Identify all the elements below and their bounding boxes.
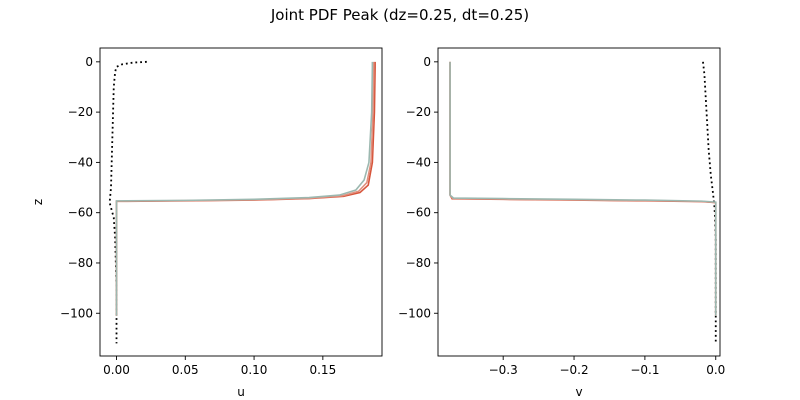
x-tick-label: 0.00 bbox=[103, 363, 130, 377]
x-tick-label: 0.0 bbox=[706, 363, 725, 377]
x-tick-label: −0.2 bbox=[559, 363, 588, 377]
series-line-0-2 bbox=[115, 61, 375, 316]
y-tick-label: 0 bbox=[85, 55, 93, 69]
series-line-1-0 bbox=[702, 61, 717, 344]
y-tick-label: −60 bbox=[68, 206, 93, 220]
y-tick-label: −20 bbox=[68, 105, 93, 119]
y-axis-label: z bbox=[31, 199, 45, 205]
series-line-0-3 bbox=[115, 61, 374, 316]
x-axis-label: u bbox=[237, 385, 245, 399]
y-tick-label: −100 bbox=[398, 306, 431, 320]
y-tick-label: 0 bbox=[423, 55, 431, 69]
x-tick-label: 0.15 bbox=[309, 363, 336, 377]
axes-frame bbox=[437, 47, 721, 357]
x-axis-label: v bbox=[575, 385, 582, 399]
x-tick-label: 0.05 bbox=[172, 363, 199, 377]
x-tick-label: 0.10 bbox=[241, 363, 268, 377]
left-panel-u: 0.00 0.05 0.10 0.15 0 −20 −40 −60 −80 −100 u z bbox=[31, 47, 383, 399]
right-panel-v: −0.3 −0.2 −0.1 0.0 0 −20 −40 −60 −80 −100 v bbox=[398, 47, 725, 399]
y-tick-label: −80 bbox=[406, 256, 431, 270]
x-tick-label: −0.3 bbox=[489, 363, 518, 377]
series-line-0-0 bbox=[108, 60, 147, 344]
y-tick-label: −100 bbox=[60, 306, 93, 320]
series-line-1-3 bbox=[449, 61, 717, 316]
series-line-1-1 bbox=[449, 61, 717, 316]
y-tick-label: −60 bbox=[406, 206, 431, 220]
y-tick-label: −80 bbox=[68, 256, 93, 270]
series-line-0-1 bbox=[115, 61, 376, 316]
axes-frame bbox=[99, 47, 383, 357]
series-line-1-2 bbox=[449, 61, 717, 316]
y-tick-label: −40 bbox=[406, 155, 431, 169]
x-tick-label: −0.1 bbox=[630, 363, 659, 377]
y-tick-label: −40 bbox=[68, 155, 93, 169]
figure-title: Joint PDF Peak (dz=0.25, dt=0.25) bbox=[270, 6, 529, 24]
y-tick-label: −20 bbox=[406, 105, 431, 119]
